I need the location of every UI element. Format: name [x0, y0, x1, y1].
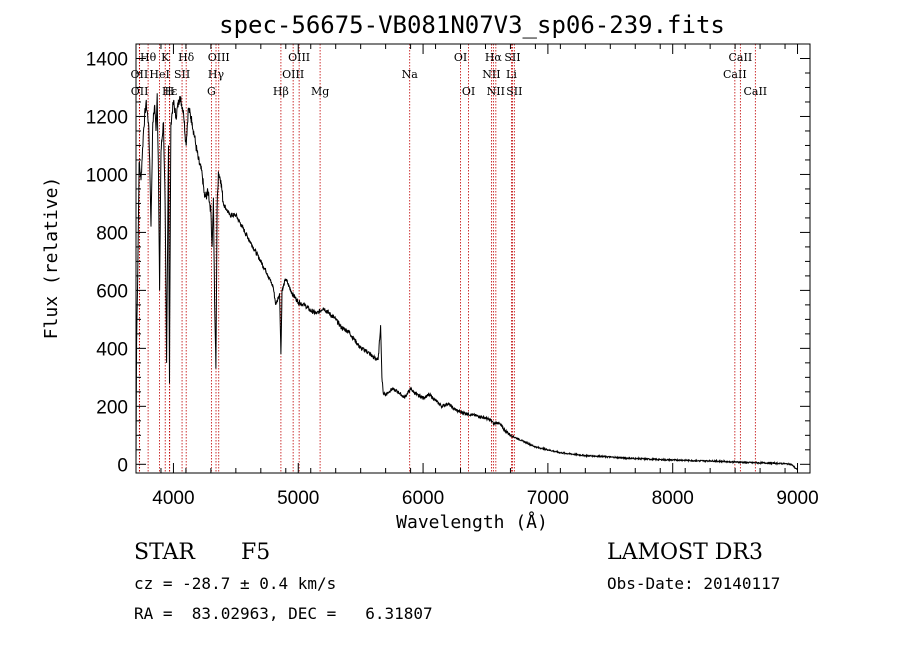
y-tick-label: 0	[117, 455, 128, 476]
x-tick-label: 4000	[152, 488, 194, 509]
spectral-line-markers	[138, 44, 756, 473]
spectral-line-label: OI	[454, 51, 467, 64]
coordinates-text: RA = 83.02963, DEC = 6.31807	[134, 604, 433, 623]
y-tick-label: 1400	[86, 49, 128, 70]
redshift-text: cz = -28.7 ± 0.4 km/s	[134, 574, 337, 593]
spectral-line-label: CaII	[743, 85, 767, 98]
spectral-line-label: SII	[506, 85, 522, 98]
y-tick-label: 1000	[86, 165, 128, 186]
y-tick-label: 800	[96, 223, 128, 244]
obs-date-text: Obs-Date: 20140117	[607, 574, 781, 593]
spectral-line-label: Hε	[162, 85, 178, 98]
spectral-line-label: Hβ	[273, 85, 289, 98]
spectral-line-label: Hθ	[140, 51, 157, 64]
spectral-line-label: Na	[402, 68, 419, 81]
survey-label: LAMOST DR3	[607, 540, 763, 565]
class-label: STAR	[134, 540, 195, 565]
spectral-line-label: SII	[504, 51, 520, 64]
x-tick-label: 8000	[652, 488, 694, 509]
x-tick-label: 6000	[402, 488, 444, 509]
spectral-line-label: Hα	[485, 51, 503, 64]
spectral-line-label: K	[161, 51, 170, 64]
flux-series-line	[135, 93, 798, 471]
chart-title: spec-56675-VB081N07V3_sp06-239.fits	[219, 11, 725, 39]
spectral-line-label: CaII	[729, 51, 753, 64]
x-axis-label: Wavelength (Å)	[396, 511, 548, 533]
spectrum-chart: spec-56675-VB081N07V3_sp06-239.fits Hθ OI…	[41, 11, 819, 533]
spectral-line-label: Li	[506, 68, 517, 81]
spectral-line-label: H	[165, 85, 175, 98]
y-tick-label: 200	[96, 397, 128, 418]
y-axis-label: Flux (relative)	[41, 177, 62, 340]
spectral-line-label: Mg	[311, 85, 329, 98]
spectral-line-label: OI	[462, 85, 475, 98]
spectral-line-label: OIII	[208, 51, 230, 64]
spectral-line-label: OII	[131, 85, 149, 98]
spectral-line-label: NII	[482, 68, 500, 81]
spectral-line-label: OIII	[288, 51, 310, 64]
x-tick-label: 5000	[277, 488, 319, 509]
spectral-line-label: Hδ	[178, 51, 195, 64]
spectral-line-label: OII	[131, 68, 149, 81]
spectral-line-label: G	[207, 85, 216, 98]
axis-ticks: 4000 5000 6000 7000 8000 9000 0 200 400 600 800 100…	[86, 44, 819, 509]
spectral-line-label: CaII	[723, 68, 747, 81]
spectral-line-label: OIII	[282, 68, 304, 81]
x-tick-label: 9000	[776, 488, 818, 509]
plot-frame	[135, 43, 811, 474]
y-tick-label: 400	[96, 339, 128, 360]
spectral-line-label: SII	[174, 68, 190, 81]
x-tick-label: 7000	[527, 488, 569, 509]
spectral-line-label: NII	[487, 85, 505, 98]
spectral-line-label: Hγ	[208, 68, 225, 81]
y-tick-label: 600	[96, 281, 128, 302]
y-tick-label: 1200	[86, 107, 128, 128]
subclass-label: F5	[241, 540, 271, 565]
spectral-line-label: HeI	[149, 68, 169, 81]
